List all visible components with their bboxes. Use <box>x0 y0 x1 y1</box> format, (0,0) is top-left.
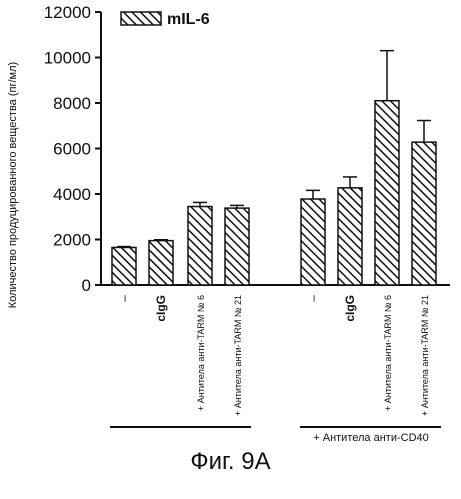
y-tick-label: 4000 <box>53 185 91 204</box>
bar <box>411 141 437 286</box>
x-tick-label: + Антитела анти-TARM № 6 <box>196 295 206 411</box>
bar <box>224 207 250 286</box>
x-tick-label: cIgG <box>154 295 168 322</box>
y-tick-label: 6000 <box>53 140 91 159</box>
x-tick-label: + Антитела анти-TARM № 6 <box>383 295 393 411</box>
bar <box>337 187 363 286</box>
bar <box>111 246 137 286</box>
x-tick-label: cIgG <box>343 295 357 322</box>
y-tick-label: 8000 <box>53 94 91 113</box>
y-ticks: 0 2000 4000 6000 8000 10000 12000 <box>44 3 101 295</box>
x-tick-label: – <box>306 295 320 302</box>
group-label: + Антитела анти-CD40 <box>313 432 429 444</box>
legend: mIL-6 <box>120 11 210 28</box>
y-tick-label: 12000 <box>44 3 91 22</box>
bar <box>187 205 213 286</box>
y-tick-label: 0 <box>82 276 91 295</box>
y-tick-label: 2000 <box>53 231 91 250</box>
y-axis-label: Количество продуцированного вещества (пг… <box>7 62 19 308</box>
bar <box>148 239 174 286</box>
legend-label: mIL-6 <box>167 11 210 28</box>
x-tick-labels: – cIgG + Антитела анти-TARM № 6 + Антитела … <box>117 295 430 416</box>
x-tick-label: + Антитела анти-TARM № 21 <box>420 295 430 416</box>
figure-caption: Фиг. 9A <box>190 448 271 475</box>
bar <box>374 99 400 286</box>
group-underlines: + Антитела анти-CD40 <box>110 426 441 444</box>
bar <box>300 198 326 286</box>
x-tick-label: + Антитела анти-TARM № 21 <box>233 295 243 416</box>
legend-swatch <box>120 11 162 26</box>
x-tick-label: – <box>117 295 131 302</box>
bars <box>111 49 437 286</box>
y-tick-label: 10000 <box>44 49 91 68</box>
